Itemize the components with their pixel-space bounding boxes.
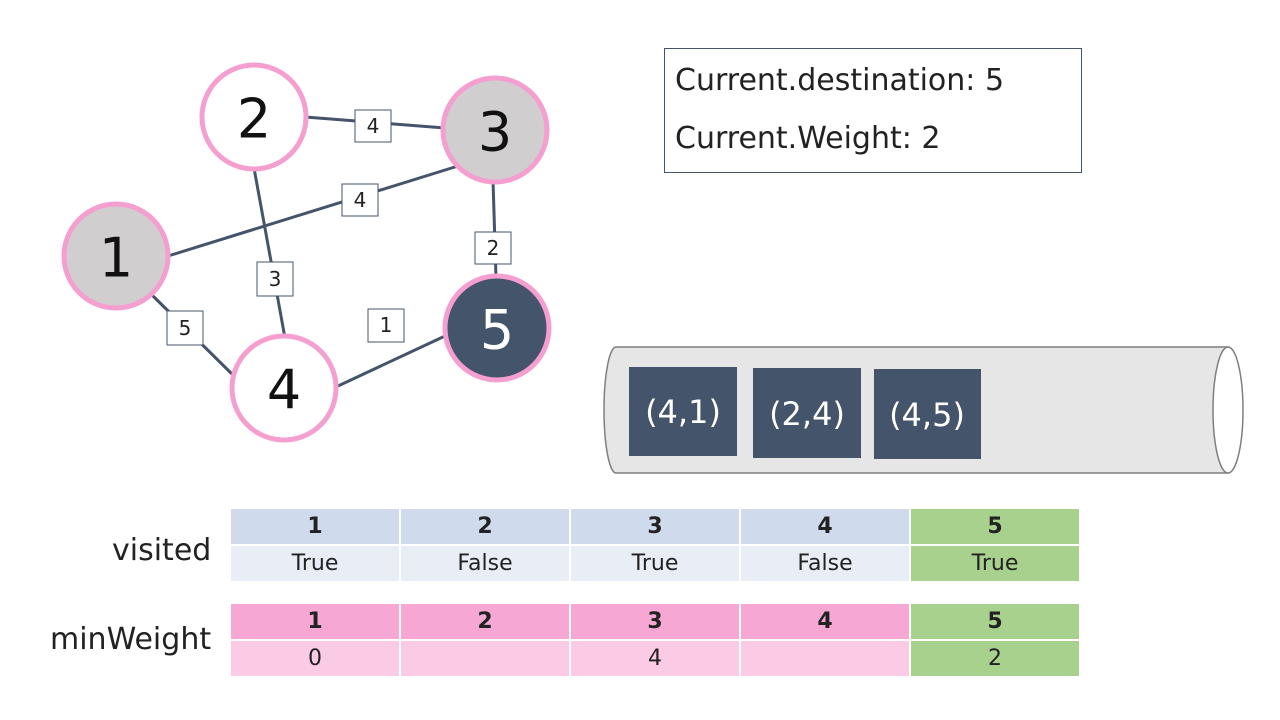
visited-value-row: True False True False True	[229, 544, 1081, 583]
svg-text:(4,5): (4,5)	[889, 396, 965, 434]
weight-label-1-3: 4	[341, 183, 379, 217]
svg-text:3: 3	[269, 267, 282, 291]
visited-value-cell: True	[229, 544, 401, 583]
queue-tube-end	[1212, 346, 1244, 474]
svg-text:1: 1	[99, 227, 133, 290]
graph-node-3: 3	[440, 75, 550, 185]
edge-2-4	[252, 167, 287, 339]
minweight-label: minWeight	[50, 622, 212, 657]
visited-value-cell: False	[399, 544, 571, 583]
current-info-box: Current.destination: 5 Current.Weight: 2	[664, 48, 1082, 173]
svg-text:2: 2	[487, 236, 500, 260]
minweight-header-cell: 4	[739, 602, 911, 641]
svg-text:3: 3	[478, 101, 512, 164]
current-weight-text: Current.Weight: 2	[675, 121, 941, 156]
minweight-value-row: 0 4 2	[229, 639, 1081, 678]
minweight-header-cell: 1	[229, 602, 401, 641]
graph-node-2: 2	[199, 62, 309, 172]
minweight-value-cell: 4	[569, 639, 741, 678]
weight-label-2-4: 3	[256, 261, 294, 297]
minweight-value-cell: 0	[229, 639, 401, 678]
current-destination-text: Current.destination: 5	[675, 63, 1005, 98]
visited-header-cell: 5	[909, 507, 1081, 546]
visited-value-cell: False	[739, 544, 911, 583]
minweight-value-cell	[739, 639, 911, 678]
edge-4-5	[337, 334, 446, 388]
minweight-header-cell: 5	[909, 602, 1081, 641]
visited-header-cell: 4	[739, 507, 911, 546]
weight-label-3-5: 2	[474, 231, 512, 265]
minweight-header-row: 1 2 3 4 5	[229, 602, 1081, 641]
visited-table: 1 2 3 4 5 True False True False True	[229, 507, 1081, 583]
graph-node-1: 1	[61, 201, 171, 311]
visited-header-cell: 2	[399, 507, 571, 546]
graph-node-5: 5	[442, 273, 552, 383]
minweight-table: 1 2 3 4 5 0 4 2	[229, 602, 1081, 678]
visited-header-row: 1 2 3 4 5	[229, 507, 1081, 546]
svg-text:5: 5	[179, 316, 192, 340]
edge-1-3	[167, 164, 459, 258]
svg-text:1: 1	[380, 313, 393, 337]
svg-text:2: 2	[237, 88, 271, 151]
svg-text:(4,1): (4,1)	[645, 393, 721, 431]
queue-item: (4,1)	[629, 367, 737, 456]
svg-text:4: 4	[267, 359, 301, 422]
weight-label-1-4: 5	[166, 310, 204, 346]
minweight-header-cell: 3	[569, 602, 741, 641]
queue-item: (4,5)	[874, 369, 981, 459]
svg-text:4: 4	[367, 114, 380, 138]
weight-label-2-3: 4	[354, 109, 392, 143]
visited-header-cell: 1	[229, 507, 401, 546]
svg-text:(2,4): (2,4)	[769, 395, 845, 433]
graph-node-4: 4	[229, 333, 339, 443]
visited-header-cell: 3	[569, 507, 741, 546]
visited-value-cell: True	[909, 544, 1081, 583]
priority-queue: (4,1) (2,4) (4,5)	[603, 346, 1244, 474]
queue-item: (2,4)	[753, 368, 861, 458]
visited-value-cell: True	[569, 544, 741, 583]
visited-label: visited	[112, 533, 212, 568]
svg-text:4: 4	[354, 188, 367, 212]
svg-text:5: 5	[480, 299, 514, 362]
minweight-value-cell: 2	[909, 639, 1081, 678]
minweight-value-cell	[399, 639, 571, 678]
weight-label-4-5: 1	[367, 308, 405, 343]
minweight-header-cell: 2	[399, 602, 571, 641]
